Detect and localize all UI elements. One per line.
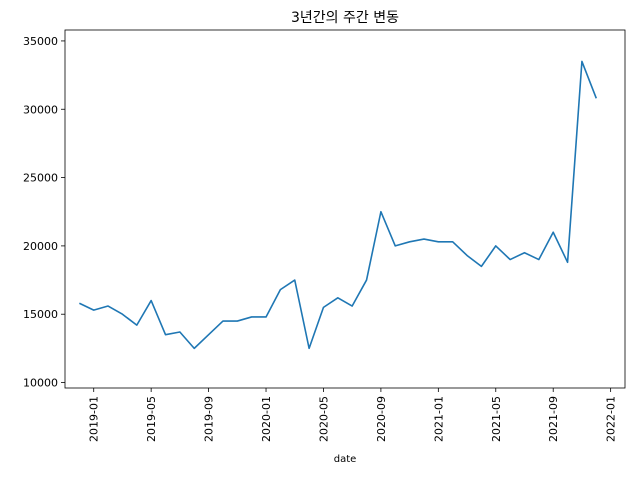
x-tick-label: 2019-09 xyxy=(203,396,216,442)
x-tick-label: 2021-05 xyxy=(490,396,503,442)
x-axis-label: date xyxy=(334,454,357,465)
x-tick-label: 2020-01 xyxy=(260,396,273,442)
y-tick-label: 20000 xyxy=(23,240,58,253)
x-tick-label: 2020-09 xyxy=(375,396,388,442)
y-tick-label: 15000 xyxy=(23,308,58,321)
x-tick-label: 2019-01 xyxy=(88,396,101,442)
y-tick-label: 35000 xyxy=(23,35,58,48)
line xyxy=(79,60,598,350)
plot-frame xyxy=(64,29,626,389)
chart-title: 3년간의 주간 변동 xyxy=(291,10,399,26)
x-tick-label: 2019-05 xyxy=(145,396,158,442)
x-tick-label: 2020-05 xyxy=(317,396,330,442)
x-tick-label: 2021-09 xyxy=(547,396,560,442)
x-tick-label: 2021-01 xyxy=(432,396,445,442)
y-tick-label: 25000 xyxy=(23,172,58,185)
y-tick-label: 10000 xyxy=(23,377,58,390)
x-tick-label: 2022-01 xyxy=(605,396,618,442)
y-tick-label: 30000 xyxy=(23,103,58,116)
